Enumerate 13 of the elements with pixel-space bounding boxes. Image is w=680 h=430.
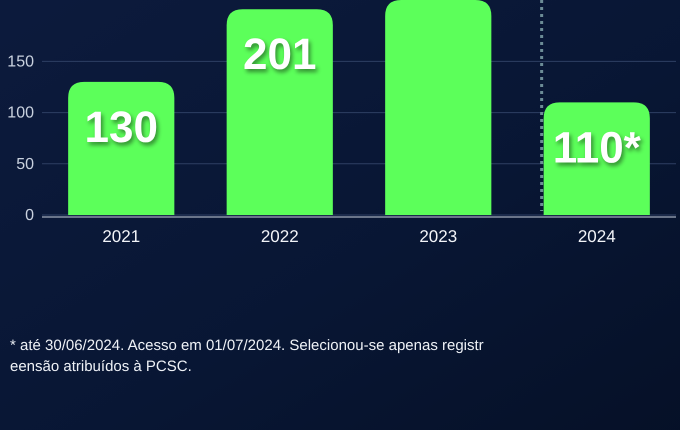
x-tick-label: 2023 (419, 226, 458, 246)
x-tick-label: 2022 (260, 226, 299, 246)
y-tick-label: 0 (25, 206, 34, 224)
x-tick-label: 2021 (102, 226, 140, 246)
y-tick-label: 100 (7, 104, 34, 122)
text: eensão atribuídos à PCSC. (10, 358, 192, 374)
text: * até 30/06/2024. Acesso em 01/07/2024. Selecionou-se apenas registr (10, 336, 484, 354)
y-tick-label: 50 (16, 155, 34, 172)
data-label: 201 (243, 30, 316, 79)
data-label: 110* (552, 122, 642, 172)
data-label: 130 (84, 102, 158, 152)
y-tick-label: 150 (7, 52, 34, 70)
x-tick-label: 2024 (578, 226, 616, 246)
